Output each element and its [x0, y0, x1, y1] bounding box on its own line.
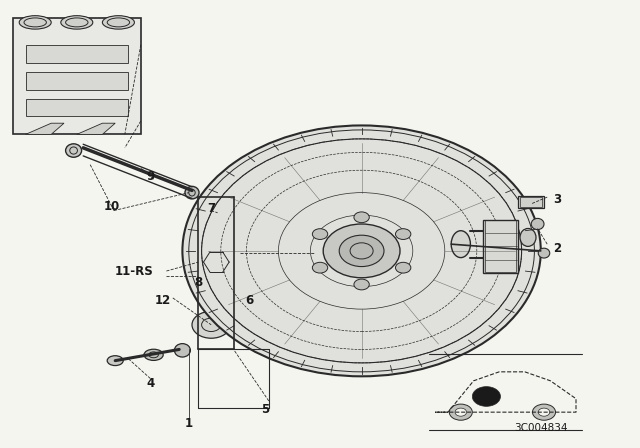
Text: 9: 9	[147, 170, 154, 184]
Ellipse shape	[520, 228, 536, 246]
Circle shape	[226, 239, 254, 258]
Polygon shape	[77, 123, 115, 134]
Ellipse shape	[66, 144, 82, 157]
Circle shape	[472, 387, 500, 406]
Text: 11-RS: 11-RS	[115, 264, 154, 278]
Ellipse shape	[107, 356, 123, 366]
Text: 10: 10	[104, 199, 120, 213]
Bar	[13, 18, 141, 134]
Circle shape	[339, 235, 384, 267]
Circle shape	[182, 125, 541, 376]
Ellipse shape	[144, 349, 163, 360]
Text: 8: 8	[195, 276, 202, 289]
Ellipse shape	[174, 344, 191, 357]
Circle shape	[449, 404, 472, 420]
Bar	[26, 72, 128, 90]
Circle shape	[323, 224, 400, 278]
Ellipse shape	[451, 231, 470, 258]
Text: 1: 1	[185, 417, 193, 430]
Text: 3: 3	[553, 193, 561, 206]
Polygon shape	[26, 123, 64, 134]
Ellipse shape	[102, 16, 134, 29]
Circle shape	[455, 408, 467, 416]
Ellipse shape	[538, 248, 550, 258]
Circle shape	[312, 229, 328, 240]
Ellipse shape	[185, 186, 199, 199]
Circle shape	[192, 311, 230, 338]
Circle shape	[396, 262, 411, 273]
Circle shape	[354, 212, 369, 223]
Bar	[518, 196, 544, 208]
Bar	[26, 99, 128, 116]
Ellipse shape	[61, 16, 93, 29]
Text: 6: 6	[246, 293, 253, 307]
Ellipse shape	[19, 16, 51, 29]
Circle shape	[396, 229, 411, 240]
Text: 7: 7	[207, 202, 215, 215]
Text: 3C004834: 3C004834	[514, 423, 568, 433]
Ellipse shape	[205, 206, 228, 220]
Circle shape	[538, 408, 550, 416]
Bar	[26, 45, 128, 63]
Text: 2: 2	[553, 242, 561, 255]
Bar	[483, 220, 518, 273]
Circle shape	[354, 279, 369, 290]
Circle shape	[532, 404, 556, 420]
Text: 5: 5	[262, 403, 269, 417]
Ellipse shape	[206, 224, 227, 237]
Circle shape	[312, 262, 328, 273]
Ellipse shape	[531, 218, 544, 229]
Ellipse shape	[205, 252, 228, 272]
Text: 4: 4	[147, 376, 154, 390]
Text: 12: 12	[155, 293, 172, 307]
Circle shape	[228, 261, 252, 277]
Bar	[485, 220, 516, 272]
Bar	[520, 197, 542, 207]
